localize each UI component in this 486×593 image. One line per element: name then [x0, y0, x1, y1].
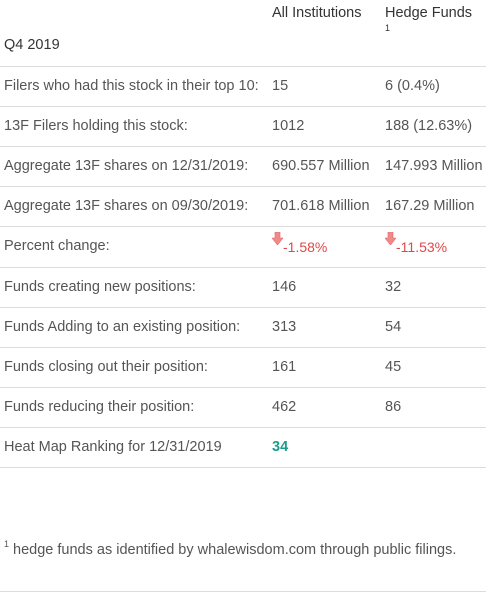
hedge-funds-value: 6 (0.4%) [384, 66, 486, 107]
holdings-table: Q4 2019 All Institutions Hedge Funds 1 Fi… [0, 0, 486, 468]
row-label: Aggregate 13F shares on 09/30/2019: [0, 186, 270, 227]
table-row: 13F Filers holding this stock: 1012 188 … [0, 106, 486, 147]
all-institutions-header-label: All Institutions [272, 5, 362, 21]
hedge-funds-value: 32 [384, 267, 486, 308]
row-label: Aggregate 13F shares on 12/31/2019: [0, 146, 270, 187]
all-institutions-value: 690.557 Million [270, 146, 384, 187]
footnote: 1 hedge funds as identified by whalewisd… [0, 537, 486, 592]
table-row: Funds Adding to an existing position: 31… [0, 307, 486, 348]
table-row: Aggregate 13F shares on 12/31/2019: 690.… [0, 146, 486, 187]
all-institutions-value: -1.58% [270, 226, 384, 268]
all-institutions-value: 146 [270, 267, 384, 308]
hedge-funds-value: 45 [384, 347, 486, 388]
row-label: Filers who had this stock in their top 1… [0, 66, 270, 107]
hedge-funds-value: 147.993 Million [384, 146, 486, 187]
all-institutions-value: 462 [270, 387, 384, 428]
table-row: Funds reducing their position: 462 86 [0, 387, 486, 428]
table-row: Filers who had this stock in their top 1… [0, 66, 486, 107]
table-row: Funds closing out their position: 161 45 [0, 347, 486, 388]
row-label: Heat Map Ranking for 12/31/2019 [0, 427, 270, 468]
all-institutions-value: 161 [270, 347, 384, 388]
row-label: 13F Filers holding this stock: [0, 106, 270, 147]
row-label: Funds closing out their position: [0, 347, 270, 388]
hedge-funds-value: 167.29 Million [384, 186, 486, 227]
hedge-funds-value: 86 [384, 387, 486, 428]
table-row: Heat Map Ranking for 12/31/2019 34 [0, 427, 486, 468]
all-institutions-value: 15 [270, 66, 384, 107]
period-header: Q4 2019 [0, 0, 270, 67]
all-institutions-value: 313 [270, 307, 384, 348]
row-label: Funds reducing their position: [0, 387, 270, 428]
down-arrow-icon [272, 232, 283, 245]
down-arrow-icon [385, 232, 396, 245]
row-label: Funds creating new positions: [0, 267, 270, 308]
hedge-funds-value: 54 [384, 307, 486, 348]
table-header-row: Q4 2019 All Institutions Hedge Funds 1 [0, 0, 486, 67]
percent-change-all-value: -1.58% [283, 239, 328, 255]
hedge-funds-footnote-marker: 1 [385, 23, 391, 33]
row-label: Funds Adding to an existing position: [0, 307, 270, 348]
hedge-funds-header: Hedge Funds 1 [384, 0, 486, 67]
percent-change-negative: -1.58% [272, 232, 328, 258]
footnote-marker: 1 [4, 539, 10, 549]
table-row: Funds creating new positions: 146 32 [0, 267, 486, 308]
hedge-funds-value [384, 427, 486, 468]
table-row: Aggregate 13F shares on 09/30/2019: 701.… [0, 186, 486, 227]
all-institutions-header: All Institutions [270, 0, 384, 67]
row-label: Percent change: [0, 226, 270, 268]
heat-map-ranking-value: 34 [270, 427, 384, 468]
table-row: Percent change: -1.58% -11.53% [0, 226, 486, 268]
heat-map-rank: 34 [272, 439, 289, 455]
percent-change-hedge-value: -11.53% [396, 239, 448, 255]
hedge-funds-header-label: Hedge Funds [385, 5, 473, 21]
hedge-funds-value: 188 (12.63%) [384, 106, 486, 147]
all-institutions-value: 701.618 Million [270, 186, 384, 227]
all-institutions-value: 1012 [270, 106, 384, 147]
percent-change-negative: -11.53% [385, 232, 448, 258]
footnote-text: hedge funds as identified by whalewisdom… [13, 542, 457, 558]
hedge-funds-value: -11.53% [384, 226, 486, 268]
